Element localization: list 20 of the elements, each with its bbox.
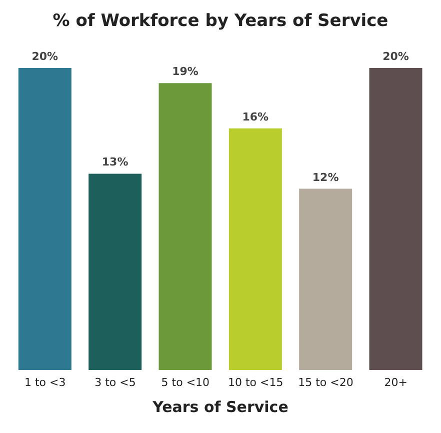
- bar: [158, 83, 212, 370]
- x-tick-label: 3 to <5: [94, 376, 136, 389]
- x-tick-label: 1 to <3: [24, 376, 66, 389]
- data-label: 20%: [382, 50, 409, 63]
- x-tick-label: 15 to <20: [298, 376, 354, 389]
- x-tick-label: 10 to <15: [228, 376, 284, 389]
- data-label: 20%: [32, 50, 58, 63]
- data-label: 16%: [242, 110, 269, 124]
- x-axis-title: Years of Service: [152, 398, 290, 416]
- x-tick-label: 5 to <10: [161, 376, 210, 389]
- x-tick-label: 20+: [384, 376, 408, 389]
- data-label: 19%: [172, 65, 198, 78]
- data-label: 13%: [102, 156, 128, 169]
- bar: [88, 174, 142, 370]
- bar: [299, 188, 352, 370]
- bar: [18, 68, 72, 370]
- chart-title: % of Workforce by Years of Service: [52, 10, 390, 33]
- bar: [369, 68, 422, 370]
- bar: [228, 128, 282, 370]
- data-label: 12%: [312, 170, 339, 184]
